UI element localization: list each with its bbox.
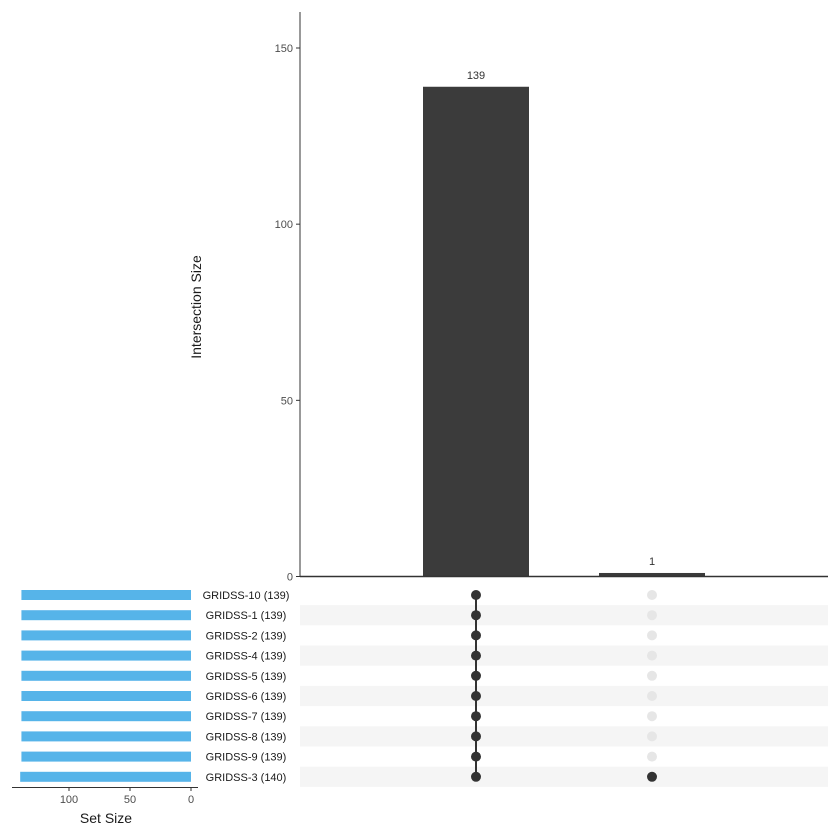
set-size-axis-title: Set Size (80, 810, 132, 826)
matrix-stripe (300, 645, 828, 666)
set-label: GRIDSS-10 (139) (203, 590, 290, 602)
matrix-dot-active (471, 590, 481, 600)
matrix-dot-active (471, 751, 481, 762)
intersection-bars: 139 1 (423, 70, 705, 577)
matrix-dot-active (471, 630, 481, 641)
matrix-dot-inactive (647, 711, 657, 722)
set-label: GRIDSS-1 (139) (206, 610, 287, 622)
y-tick-label: 0 (287, 572, 293, 584)
y-tick-label: 150 (275, 43, 293, 55)
set-axis-tick-label: 100 (60, 794, 78, 806)
matrix-dot-inactive (647, 731, 657, 742)
set-label: GRIDSS-3 (140) (206, 772, 287, 784)
matrix-dot-inactive (647, 691, 657, 701)
intersection-axis: 0 50 100 150 (275, 12, 828, 584)
set-axis-tick-label: 50 (124, 794, 136, 806)
set-size-bar (21, 650, 192, 661)
set-axis-tick-label: 0 (188, 794, 194, 806)
set-label: GRIDSS-8 (139) (206, 731, 287, 743)
matrix-stripes (300, 605, 828, 787)
intersection-matrix (471, 590, 657, 782)
y-tick-label: 100 (275, 219, 293, 231)
set-labels: GRIDSS-10 (139) GRIDSS-1 (139) GRIDSS-2 (1… (203, 590, 290, 784)
matrix-stripe (300, 766, 828, 787)
matrix-dot-inactive (647, 590, 657, 600)
set-label: GRIDSS-5 (139) (206, 671, 287, 683)
set-size-bar (21, 630, 192, 641)
set-size-axis: 100 50 0 (12, 787, 198, 806)
set-size-bar (21, 711, 192, 722)
set-size-bar (21, 670, 192, 681)
set-size-bar (21, 751, 192, 762)
matrix-stripe (300, 605, 828, 626)
matrix-dot-inactive (647, 610, 657, 621)
intersection-bar-label: 1 (649, 556, 655, 568)
matrix-dot-active (471, 711, 481, 722)
intersection-bar (423, 86, 529, 577)
matrix-dot-active (471, 650, 481, 661)
set-size-bar (21, 610, 192, 621)
matrix-dot-active (647, 771, 657, 782)
matrix-dot-active (471, 610, 481, 621)
set-label: GRIDSS-4 (139) (206, 651, 287, 663)
set-label: GRIDSS-7 (139) (206, 711, 287, 723)
set-size-bar (21, 590, 192, 600)
matrix-dot-inactive (647, 751, 657, 762)
set-label: GRIDSS-9 (139) (206, 752, 287, 764)
matrix-dot-active (471, 691, 481, 701)
matrix-dot-active (471, 731, 481, 742)
set-label: GRIDSS-2 (139) (206, 630, 287, 642)
set-label: GRIDSS-6 (139) (206, 691, 287, 703)
matrix-dot-inactive (647, 630, 657, 641)
intersection-axis-title: Intersection Size (188, 255, 204, 359)
y-tick-label: 50 (281, 395, 293, 407)
set-size-bar (20, 771, 192, 782)
set-size-bar (21, 691, 192, 701)
matrix-dot-inactive (647, 650, 657, 661)
intersection-bar-label: 139 (467, 70, 485, 82)
matrix-stripe (300, 685, 828, 707)
matrix-dot-inactive (647, 670, 657, 681)
intersection-bar (599, 572, 705, 577)
matrix-dot-active (471, 670, 481, 681)
set-size-bars (20, 590, 192, 782)
matrix-stripe (300, 726, 828, 747)
set-size-bar (21, 731, 192, 742)
matrix-dot-active (471, 771, 481, 782)
